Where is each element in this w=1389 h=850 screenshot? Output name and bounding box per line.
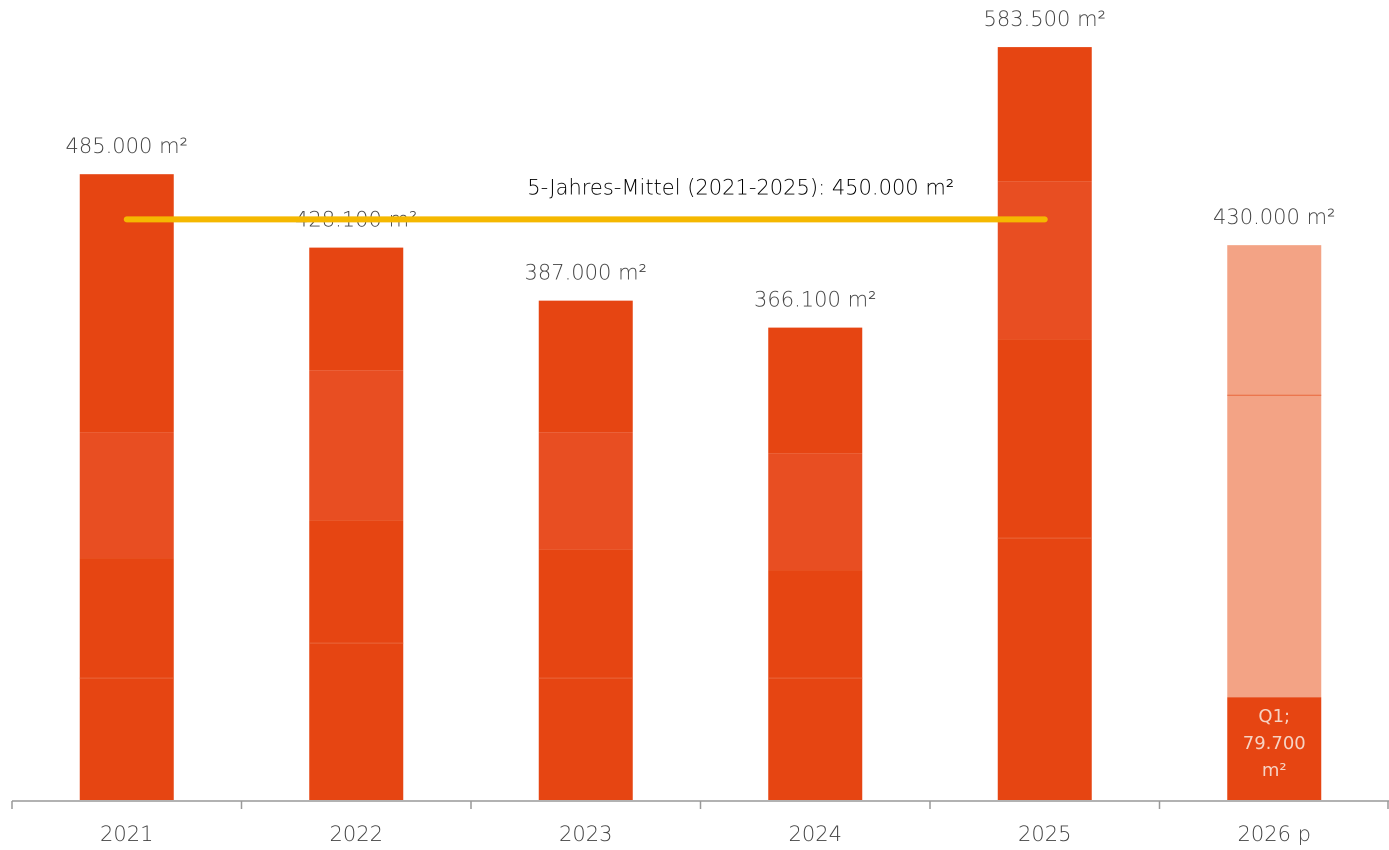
bar-segment	[79, 678, 174, 800]
bar-segment	[79, 558, 174, 679]
x-tick-label: 2024	[789, 822, 842, 846]
bar-segment	[1227, 245, 1322, 396]
segment-label: Q1; 79.700 m²	[1242, 706, 1306, 782]
bar-segment	[79, 432, 174, 559]
total-label: 366.100 m²	[754, 288, 876, 312]
bar-segment	[309, 520, 404, 644]
bar-segment	[538, 549, 633, 679]
bar-segment	[309, 643, 404, 800]
bar-segment	[768, 327, 863, 454]
bar-segment	[79, 174, 174, 433]
x-tick-label: 2025	[1018, 822, 1071, 846]
bar-segment	[538, 432, 633, 550]
total-label: 430.000 m²	[1213, 205, 1335, 229]
total-label: 485.000 m²	[66, 134, 188, 158]
bar-segment	[538, 678, 633, 800]
x-tick-label: 2026 p	[1238, 822, 1311, 846]
bar-segment	[997, 47, 1092, 182]
bar-segment	[997, 538, 1092, 800]
bar-segment	[768, 570, 863, 679]
bar-segment	[538, 300, 633, 433]
bar-segment	[1227, 395, 1322, 698]
bar-segment	[1227, 697, 1322, 800]
total-label: 583.500 m²	[984, 7, 1106, 31]
average-label: 5-Jahres-Mittel (2021-2025): 450.000 m²	[527, 175, 954, 199]
bar-segment	[309, 247, 404, 371]
total-label: 387.000 m²	[525, 261, 647, 285]
x-tick-label: 2021	[100, 822, 153, 846]
bar-segment	[309, 370, 404, 521]
x-tick-label: 2022	[330, 822, 383, 846]
bar-segment	[768, 453, 863, 571]
bar-segment	[997, 181, 1092, 340]
bar-segment	[997, 339, 1092, 539]
x-tick-label: 2023	[559, 822, 612, 846]
bar-segment	[768, 678, 863, 800]
